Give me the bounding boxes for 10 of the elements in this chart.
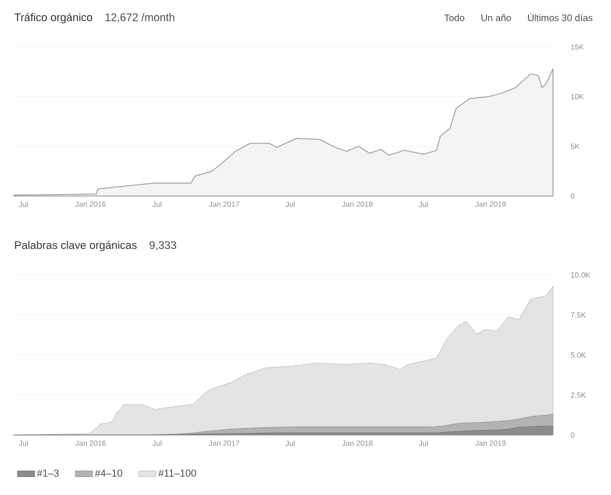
text: Todo (444, 14, 464, 22)
chart-title: Tráfico orgánico (14, 12, 92, 24)
chart-subtitle: 12,672 /month (105, 13, 174, 22)
chart-title: Palabras clave orgánicas (15, 240, 137, 252)
text: Últimos 30 días (528, 12, 592, 22)
chart-subtitle: 9,333 (150, 241, 176, 250)
legend-label: #1–3 (36, 470, 59, 477)
legend-label: #4–10 (94, 470, 122, 477)
legend-label: #11–100 (158, 470, 196, 477)
text: Un año (481, 14, 511, 22)
